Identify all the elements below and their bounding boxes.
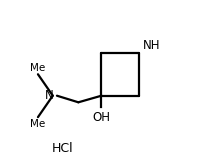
Text: Me: Me bbox=[30, 119, 46, 129]
Text: HCl: HCl bbox=[52, 142, 73, 155]
Text: NH: NH bbox=[143, 39, 161, 52]
Text: OH: OH bbox=[92, 111, 110, 124]
Text: N: N bbox=[45, 89, 54, 102]
Text: Me: Me bbox=[30, 63, 46, 73]
